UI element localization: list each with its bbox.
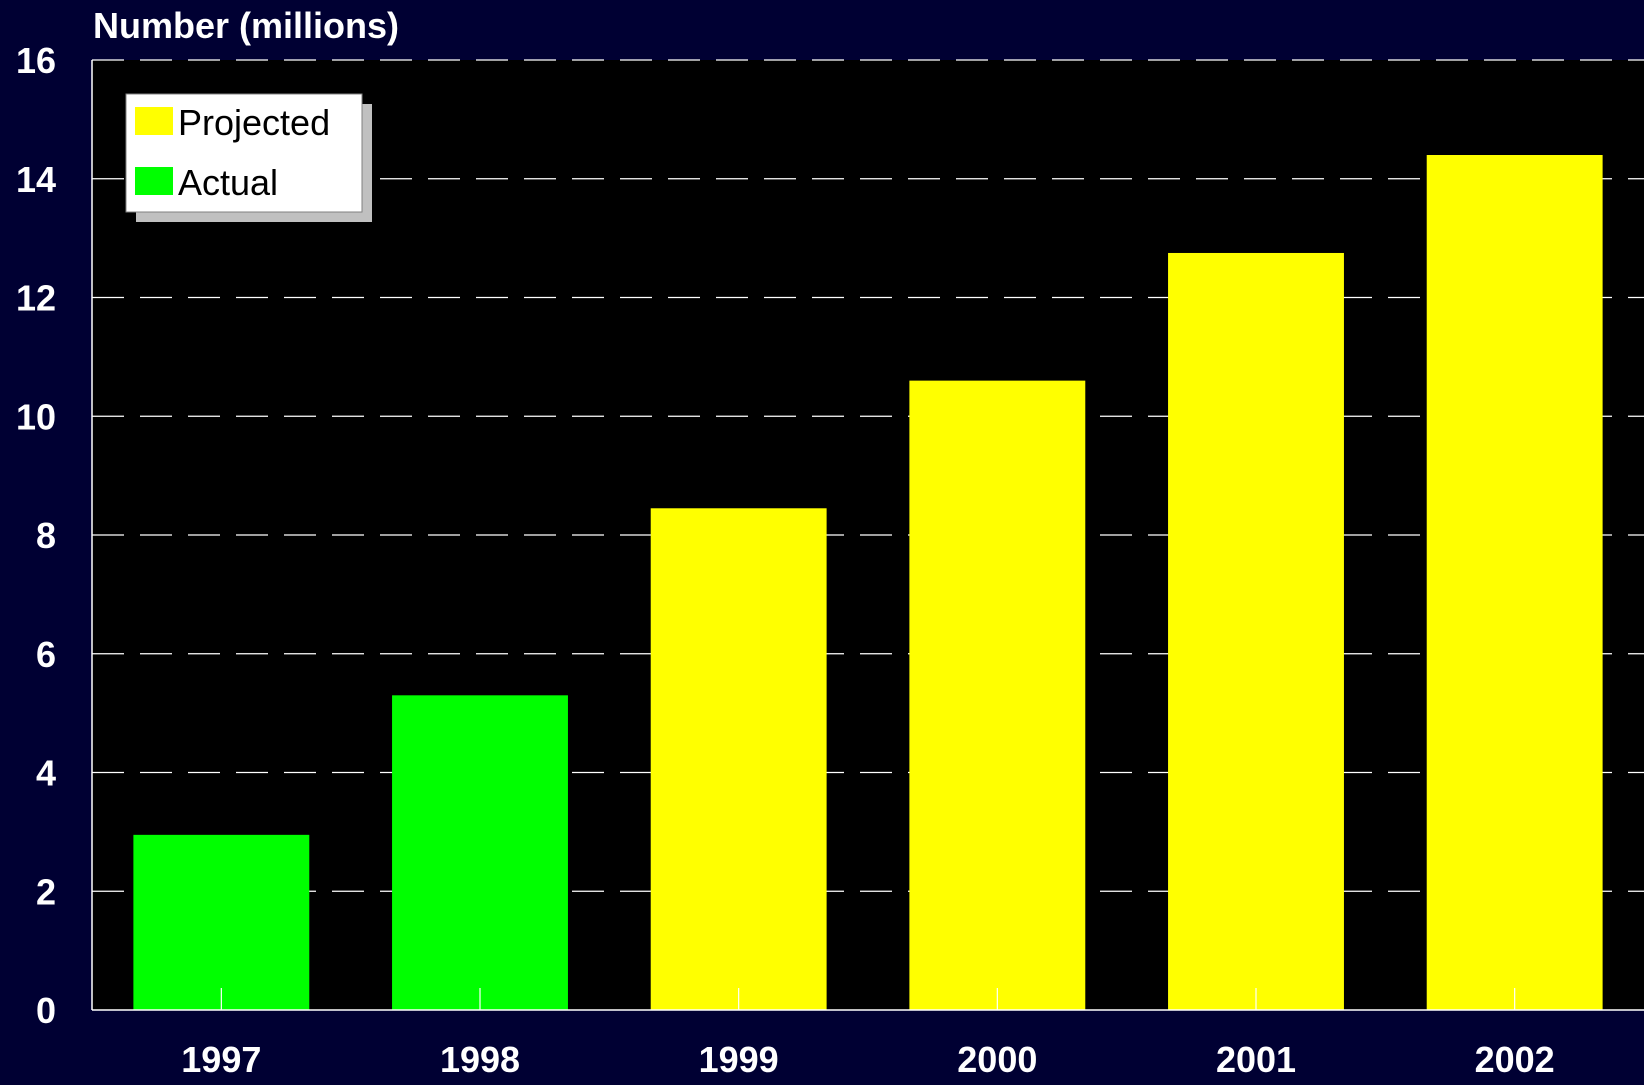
axes xyxy=(91,60,1644,1011)
legend-label-actual: Actual xyxy=(178,162,278,203)
y-tick-label: 16 xyxy=(16,40,56,81)
x-tick-label-2001: 2001 xyxy=(1216,1039,1296,1080)
legend: Projected Actual xyxy=(125,93,372,222)
bar-1998 xyxy=(392,695,568,1010)
bar-2001 xyxy=(1168,252,1344,1010)
bar-1997 xyxy=(133,834,310,1010)
bars xyxy=(133,155,1603,1010)
y-tick-label: 14 xyxy=(16,159,56,200)
y-tick-labels: 0 2 4 6 8 10 12 14 16 xyxy=(16,40,56,1031)
legend-label-projected: Projected xyxy=(178,102,330,143)
x-tick-label-1997: 1997 xyxy=(181,1039,261,1080)
y-tick-label: 4 xyxy=(36,753,56,794)
y-axis-label: Number (millions) xyxy=(93,5,399,46)
x-tick-label-1998: 1998 xyxy=(440,1039,520,1080)
bar-2000 xyxy=(909,380,1086,1010)
legend-swatch-actual xyxy=(135,167,173,195)
y-tick-label: 0 xyxy=(36,990,56,1031)
x-tick-label-1999: 1999 xyxy=(699,1039,779,1080)
x-tick-label-2000: 2000 xyxy=(957,1039,1037,1080)
bar-1999 xyxy=(650,508,827,1010)
bar-2002 xyxy=(1426,155,1603,1010)
x-tick-label-2002: 2002 xyxy=(1475,1039,1555,1080)
y-tick-label: 6 xyxy=(36,634,56,675)
y-tick-label: 8 xyxy=(36,515,56,556)
x-tick-labels: 1997 1998 1999 2000 2001 2002 xyxy=(181,1039,1554,1080)
y-tick-label: 12 xyxy=(16,278,56,319)
legend-swatch-projected xyxy=(135,107,173,135)
y-tick-label: 2 xyxy=(36,871,56,912)
gridlines xyxy=(92,59,1644,892)
y-tick-label: 10 xyxy=(16,396,56,437)
